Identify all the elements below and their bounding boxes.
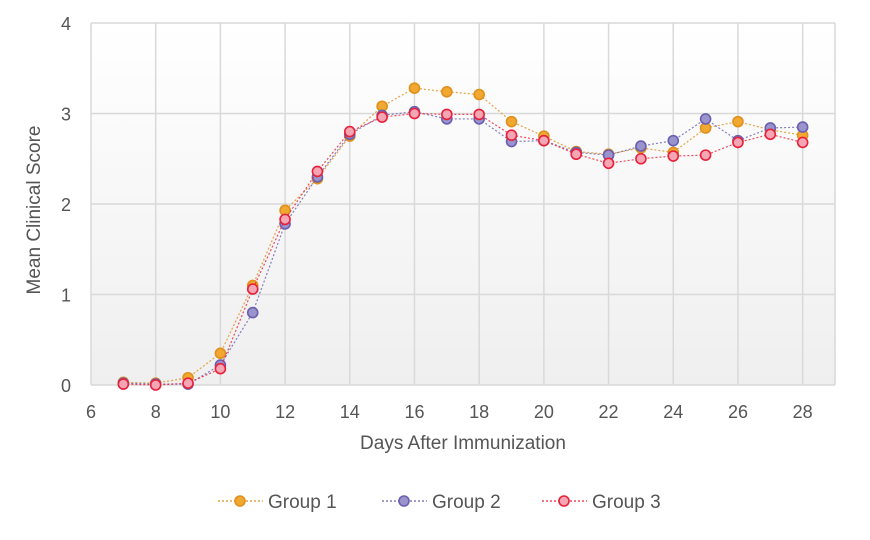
data-point (441, 108, 453, 121)
data-point (667, 134, 680, 147)
x-tick-label: 22 (599, 402, 619, 422)
y-axis-label: Mean Clinical Score (24, 126, 45, 295)
data-point (699, 149, 712, 161)
x-tick-label: 20 (534, 402, 554, 422)
y-tick-label: 3 (61, 105, 71, 125)
data-point (376, 111, 388, 123)
data-point (732, 136, 744, 149)
x-tick-label: 12 (275, 402, 295, 422)
data-point (117, 378, 130, 390)
legend-marker (398, 495, 410, 507)
x-tick-label: 14 (340, 402, 360, 422)
data-point (246, 306, 259, 319)
y-tick-label: 4 (61, 14, 71, 34)
legend: Group 1 Group 2 Group 3 (218, 492, 661, 513)
data-point (732, 115, 744, 128)
data-point (538, 134, 550, 147)
data-point (182, 377, 194, 389)
legend-label: Group 1 (268, 492, 337, 513)
legend-marker (558, 495, 570, 507)
data-point (796, 121, 809, 133)
x-tick-label: 26 (728, 402, 748, 422)
x-tick-label: 18 (469, 402, 489, 422)
data-point (473, 88, 485, 101)
data-point (570, 148, 583, 161)
data-point (473, 108, 485, 121)
data-point (667, 150, 680, 162)
series-layer (117, 82, 809, 391)
y-tick-label: 1 (61, 286, 71, 306)
legend-label: Group 2 (432, 492, 501, 513)
data-point (311, 165, 324, 178)
data-point (764, 128, 777, 141)
x-tick-label: 10 (210, 402, 230, 422)
legend-item-3: Group 3 (542, 492, 661, 513)
data-point (149, 379, 162, 391)
data-point (214, 362, 227, 375)
x-tick-label: 24 (663, 402, 683, 422)
data-point (505, 115, 518, 128)
legend-label: Group 3 (592, 492, 661, 513)
x-tick-label: 8 (151, 402, 161, 422)
data-point (796, 136, 809, 149)
data-point (505, 129, 518, 142)
x-tick-label: 16 (404, 402, 424, 422)
grid (90, 22, 836, 386)
legend-item-2: Group 2 (382, 492, 501, 513)
legend-item-1: Group 1 (218, 492, 337, 513)
y-tick-label: 2 (61, 195, 71, 215)
y-tick-label: 0 (61, 376, 71, 396)
x-axis-label: Days After Immunization (360, 433, 566, 454)
series-3 (117, 107, 809, 391)
data-point (408, 82, 421, 94)
data-point (635, 152, 647, 165)
data-point (699, 113, 712, 125)
x-tick-label: 6 (86, 402, 96, 422)
data-point (343, 125, 356, 138)
data-point (214, 347, 227, 360)
data-point (441, 85, 453, 98)
legend-marker (234, 495, 246, 507)
data-point (279, 213, 291, 226)
data-point (408, 107, 421, 120)
data-point (635, 140, 647, 152)
data-point (602, 157, 615, 170)
data-point (246, 283, 259, 295)
series-line (123, 111, 803, 385)
series-line (123, 112, 803, 386)
x-tick-label: 28 (793, 402, 813, 422)
